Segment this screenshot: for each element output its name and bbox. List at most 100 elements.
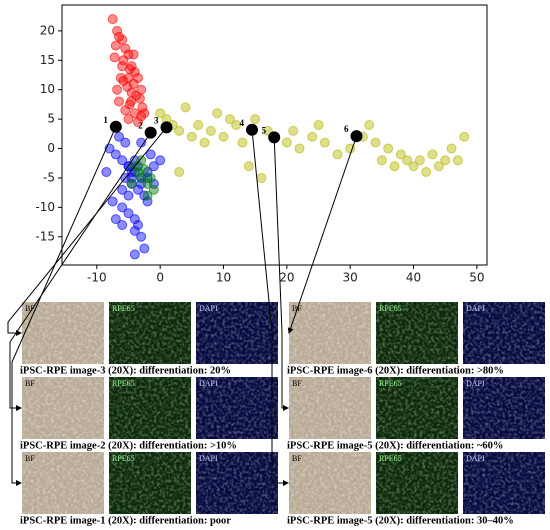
y-tick-label: 15 xyxy=(40,53,55,67)
image-label: DAPI xyxy=(199,454,218,463)
point xyxy=(117,155,128,166)
point xyxy=(383,143,394,154)
point xyxy=(101,167,112,178)
point-label: 1 xyxy=(103,115,108,125)
panel: BF RPE65 DAPI iPSC-RPE image-2 (20X): diffe… xyxy=(20,377,278,451)
image-label: RPE65 xyxy=(112,379,135,388)
point xyxy=(402,155,413,166)
point-label: 2 xyxy=(138,121,143,131)
point xyxy=(110,40,121,51)
point xyxy=(128,49,139,60)
panel-caption: iPSC-RPE image-3 (20X): differentiation:… xyxy=(20,365,231,376)
connector xyxy=(7,127,167,336)
x-tick-label: 50 xyxy=(469,271,484,285)
point xyxy=(250,114,261,125)
point xyxy=(199,137,210,148)
point-label: 6 xyxy=(344,124,349,134)
micrograph-texture xyxy=(289,302,371,364)
micrograph-texture xyxy=(109,452,191,514)
panel: BF RPE65 DAPI iPSC-RPE image-5 (20X): diffe… xyxy=(287,377,545,451)
image-label: RPE65 xyxy=(379,454,402,463)
micrograph-texture xyxy=(463,377,545,439)
point xyxy=(174,125,185,136)
point xyxy=(395,149,406,160)
point xyxy=(446,143,457,154)
panels: BF RPE65 DAPI iPSC-RPE image-3 (20X): diffe… xyxy=(20,302,545,526)
scatter-plot: -10 0 10 20 30 40 50 -15 -10 -5 0 5 10 15 20 1 2 3 4 5 6 xyxy=(35,4,488,285)
connector xyxy=(9,132,152,411)
point xyxy=(370,137,381,148)
point xyxy=(117,220,128,230)
point xyxy=(459,131,470,142)
point xyxy=(109,52,120,63)
point xyxy=(118,75,129,86)
panel-caption: iPSC-RPE image-5 (20X): differentiation:… xyxy=(287,515,514,526)
point-label: 3 xyxy=(154,115,159,125)
point xyxy=(294,143,305,154)
point xyxy=(389,161,400,172)
panel-caption: iPSC-RPE image-6 (20X): differentiation:… xyxy=(287,365,504,376)
point xyxy=(139,190,150,201)
point xyxy=(123,72,134,83)
connector xyxy=(251,129,289,486)
point xyxy=(224,114,235,125)
point xyxy=(145,172,156,183)
point xyxy=(120,43,131,54)
plot-frame xyxy=(61,4,488,266)
point xyxy=(186,131,197,142)
point xyxy=(319,137,330,148)
connector xyxy=(287,136,357,334)
point xyxy=(237,137,248,148)
point xyxy=(120,137,131,148)
micrograph-texture xyxy=(22,302,104,364)
point xyxy=(231,120,242,130)
point xyxy=(205,125,216,136)
point xyxy=(126,87,137,98)
point-label: 5 xyxy=(262,125,267,135)
point xyxy=(133,184,144,195)
point xyxy=(136,231,147,242)
point xyxy=(376,155,387,166)
point xyxy=(117,61,128,72)
point xyxy=(332,149,343,160)
point xyxy=(155,108,166,119)
micrograph-texture xyxy=(196,302,278,364)
image-label: DAPI xyxy=(466,304,485,313)
point xyxy=(126,178,137,189)
y-tick-label: -15 xyxy=(35,229,55,243)
point xyxy=(452,155,463,166)
x-tick-label: 10 xyxy=(216,271,231,285)
point xyxy=(129,249,140,260)
point xyxy=(114,131,125,142)
image-label: BF xyxy=(292,454,302,463)
point xyxy=(117,202,128,213)
point xyxy=(114,96,125,107)
point xyxy=(313,120,324,130)
point xyxy=(256,172,267,183)
point xyxy=(193,120,204,130)
x-tick-label: 40 xyxy=(406,271,421,285)
connector xyxy=(273,137,289,411)
image-label: BF xyxy=(25,304,35,313)
point xyxy=(148,161,159,172)
connector xyxy=(11,126,117,486)
panel-caption: iPSC-RPE image-2 (20X): differentiation:… xyxy=(20,440,237,451)
micrograph-texture xyxy=(196,452,278,514)
image-label: DAPI xyxy=(199,379,218,388)
micrograph-texture xyxy=(376,452,458,514)
point xyxy=(145,149,156,160)
point xyxy=(134,93,145,104)
point xyxy=(107,14,118,25)
point xyxy=(281,137,292,148)
micrograph-texture xyxy=(289,452,371,514)
point xyxy=(243,161,254,172)
image-label: RPE65 xyxy=(112,304,135,313)
micrograph-texture xyxy=(109,377,191,439)
point xyxy=(114,31,125,42)
image-label: DAPI xyxy=(199,304,218,313)
image-label: BF xyxy=(25,454,35,463)
micrograph-texture xyxy=(376,302,458,364)
y-tick-label: 10 xyxy=(40,82,55,96)
